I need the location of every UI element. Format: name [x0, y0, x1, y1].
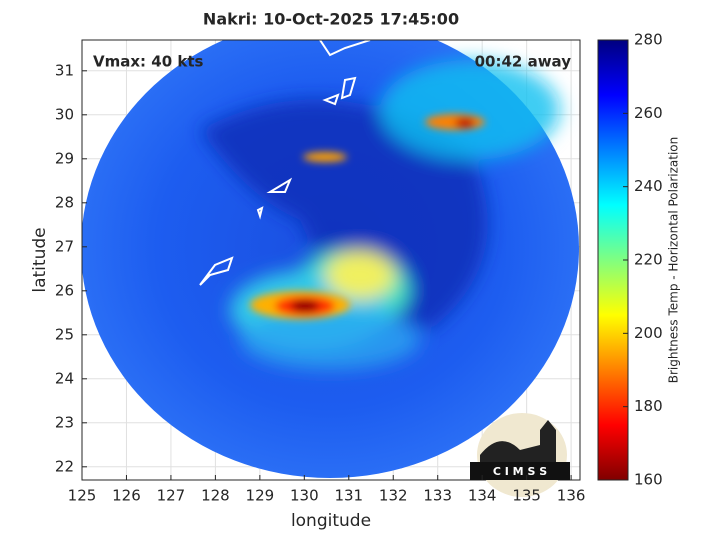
- annotation: 00:42 away: [475, 53, 572, 71]
- imagery: [82, 40, 579, 478]
- colorbar-tick-label: 200: [634, 324, 663, 342]
- y-tick-label: 26: [55, 281, 74, 299]
- colorbar-tick-label: 180: [634, 397, 663, 415]
- y-tick-label: 30: [55, 105, 74, 123]
- x-tick-label: 135: [512, 487, 541, 505]
- y-tick-label: 22: [55, 457, 74, 475]
- logo: C I M S S: [470, 413, 570, 497]
- colorbar-tick-label: 220: [634, 251, 663, 269]
- x-tick-label: 127: [157, 487, 186, 505]
- colorbar-label: Brightness Temp - Horizontal Polarizatio…: [667, 137, 681, 384]
- y-tick-label: 25: [55, 325, 74, 343]
- y-tick-label: 23: [55, 413, 74, 431]
- x-tick-label: 131: [334, 487, 363, 505]
- x-tick-label: 136: [557, 487, 586, 505]
- x-tick-label: 129: [246, 487, 275, 505]
- x-tick-label: 128: [201, 487, 230, 505]
- colorbar-tick-label: 260: [634, 104, 663, 122]
- x-tick-label: 126: [112, 487, 141, 505]
- x-tick-label: 134: [468, 487, 497, 505]
- title: Nakri: 10-Oct-2025 17:45:00: [203, 10, 459, 29]
- annotation: Vmax: 40 kts: [93, 53, 203, 71]
- x-tick-label: 133: [423, 487, 452, 505]
- y-tick-label: 31: [55, 61, 74, 79]
- x-axis-label: longitude: [291, 511, 371, 531]
- colorbar-tick-label: 280: [634, 31, 663, 49]
- colorbar-tick-label: 240: [634, 177, 663, 195]
- colorbar-tick-label: 160: [634, 471, 663, 489]
- logo-text: C I M S S: [493, 465, 547, 478]
- plot-frame: [81, 39, 581, 481]
- y-tick-label: 27: [55, 237, 74, 255]
- y-tick-label: 24: [55, 369, 74, 387]
- y-tick-label: 28: [55, 193, 74, 211]
- y-axis-label: latitude: [30, 227, 50, 292]
- x-tick-label: 125: [68, 487, 97, 505]
- y-tick-label: 29: [55, 149, 74, 167]
- x-tick-label: 130: [290, 487, 319, 505]
- x-tick-label: 132: [379, 487, 408, 505]
